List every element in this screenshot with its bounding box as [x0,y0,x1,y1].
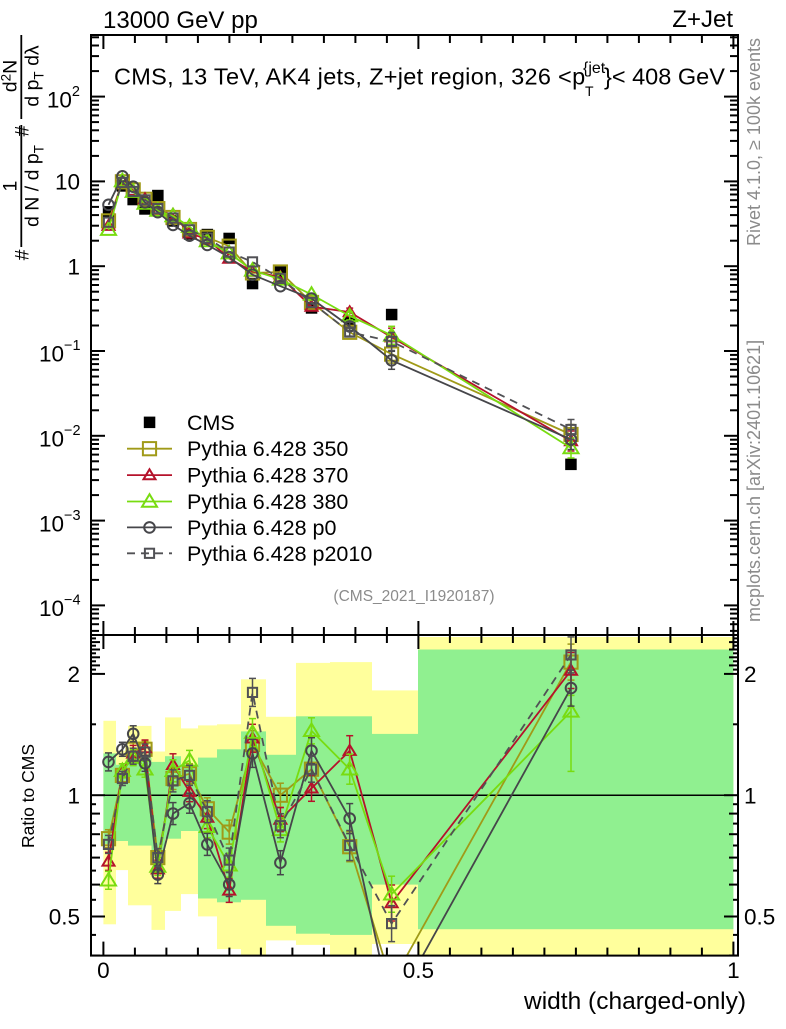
svg-text:0.5: 0.5 [403,958,434,983]
svg-text:#: # [11,125,33,136]
svg-text:d N / d pT: d N / d pT [21,145,46,227]
svg-text:1: 1 [67,254,80,279]
svg-text:−2: −2 [64,423,81,439]
svg-text:Z+Jet: Z+Jet [672,6,733,33]
svg-text:10: 10 [39,596,64,621]
svg-text:0: 0 [97,958,110,983]
svg-text:mcplots.cern.ch [arXiv:2401.10: mcplots.cern.ch [arXiv:2401.10621] [744,340,764,622]
svg-text:10: 10 [39,342,64,367]
svg-text:width (charged-only): width (charged-only) [523,988,746,1015]
svg-text:10: 10 [39,427,64,452]
svg-text:#: # [11,249,33,260]
svg-text:2: 2 [744,662,757,687]
svg-text:Pythia 6.428 p0: Pythia 6.428 p0 [187,516,336,540]
svg-text:−4: −4 [64,593,81,609]
svg-text:1: 1 [744,783,757,808]
svg-text:CMS, 13 TeV, AK4 jets, Z+jet r: CMS, 13 TeV, AK4 jets, Z+jet region, 326… [114,63,585,89]
svg-text:d2N: d2N [0,60,21,92]
svg-text:Pythia 6.428 380: Pythia 6.428 380 [187,490,348,514]
svg-text:1: 1 [0,181,21,192]
svg-text:Pythia 6.428 370: Pythia 6.428 370 [187,464,348,488]
svg-text:10: 10 [39,511,64,536]
svg-text:Rivet 4.1.0, ≥ 100k events: Rivet 4.1.0, ≥ 100k events [744,38,764,246]
svg-text:2: 2 [72,84,80,100]
svg-text:0.5: 0.5 [49,905,80,930]
svg-text:T: T [585,83,594,99]
svg-text:−1: −1 [64,338,81,354]
svg-text:Pythia 6.428 350: Pythia 6.428 350 [187,437,348,461]
svg-text:Ratio to CMS: Ratio to CMS [18,744,38,848]
svg-text:1: 1 [727,958,740,983]
svg-text:2: 2 [67,662,80,687]
svg-text:(CMS_2021_I1920187): (CMS_2021_I1920187) [333,588,494,605]
svg-text:10: 10 [55,170,80,195]
svg-text:10: 10 [47,87,72,112]
svg-text:0.5: 0.5 [744,905,775,930]
svg-text:13000 GeV pp: 13000 GeV pp [103,7,258,34]
svg-text:}< 408 GeV: }< 408 GeV [604,63,725,89]
svg-text:Pythia 6.428 p2010: Pythia 6.428 p2010 [187,542,372,566]
svg-text:{jet: {jet [583,60,606,77]
svg-text:−3: −3 [64,508,81,524]
svg-text:1: 1 [67,783,80,808]
svg-text:CMS: CMS [187,411,235,435]
